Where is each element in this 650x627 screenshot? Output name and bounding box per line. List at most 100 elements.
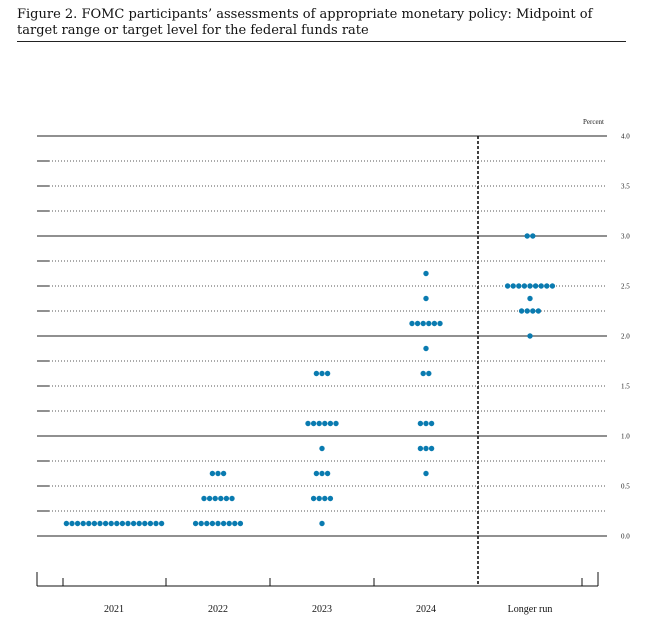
- participant-dot: [428, 420, 435, 427]
- x-tick-label: Longer run: [508, 604, 553, 615]
- participant-dot: [527, 333, 533, 339]
- participant-dot: [527, 283, 533, 289]
- participant-dot: [521, 283, 528, 289]
- participant-dot: [215, 520, 221, 527]
- participant-dot: [516, 283, 522, 289]
- participant-dot: [423, 445, 429, 452]
- x-tick-label: 2023: [312, 604, 332, 615]
- participant-dot: [313, 370, 320, 377]
- participant-dot: [322, 420, 328, 427]
- y-tick-label: 3.0: [621, 233, 630, 241]
- participant-dot: [91, 520, 98, 527]
- y-tick-label: 0.0: [621, 533, 630, 541]
- participant-dot: [313, 470, 320, 477]
- participant-dot: [204, 520, 210, 527]
- participant-dot: [327, 420, 334, 427]
- participant-dot: [316, 495, 322, 502]
- caption-divider: [17, 41, 626, 42]
- participant-dot: [538, 283, 544, 289]
- participant-dot: [69, 520, 75, 527]
- participant-dot: [327, 495, 334, 502]
- participant-dot: [518, 308, 525, 314]
- participant-dot: [198, 520, 204, 527]
- figure-caption: Figure 2. FOMC participants’ assessments…: [17, 7, 593, 38]
- participant-dot: [409, 320, 415, 327]
- participant-dot: [423, 470, 429, 477]
- participant-dot: [417, 420, 424, 427]
- participant-dot: [423, 295, 429, 302]
- participant-dot: [206, 495, 213, 502]
- x-axis-tick-labels: 2021 2022 2023 2024 Longer run: [104, 604, 552, 615]
- y-axis-tick-labels: 4.0 3.5 3.0 2.5 2.0 1.5 1.0 0.5 0.0: [621, 133, 630, 541]
- participant-dot: [119, 520, 126, 527]
- participant-dot: [319, 520, 325, 527]
- participant-dot: [426, 370, 432, 377]
- participant-dot: [535, 308, 542, 314]
- participant-dot: [423, 345, 429, 352]
- participant-dot: [324, 470, 331, 477]
- participant-dot: [544, 283, 550, 289]
- participant-dot: [74, 520, 81, 527]
- participant-dot: [125, 520, 131, 527]
- participant-dot: [420, 370, 426, 377]
- participant-dots: [63, 233, 556, 527]
- participant-dot: [229, 495, 235, 502]
- y-tick-label: 1.0: [621, 433, 630, 441]
- participant-dot: [209, 470, 216, 477]
- participant-dot: [192, 520, 199, 527]
- participant-dot: [504, 283, 511, 289]
- x-tick-label: 2022: [208, 604, 228, 615]
- participant-dot: [431, 320, 438, 327]
- participant-dot: [423, 270, 429, 277]
- participant-dot: [420, 320, 426, 327]
- participant-dot: [201, 495, 207, 502]
- participant-dot: [333, 420, 339, 427]
- participant-dot: [108, 520, 114, 527]
- participant-dot: [86, 520, 92, 527]
- participant-dot: [324, 370, 331, 377]
- participant-dot: [80, 520, 86, 527]
- participant-dot: [426, 320, 432, 327]
- participant-dot: [532, 283, 539, 289]
- participant-dot: [319, 470, 325, 477]
- participant-dot: [232, 520, 238, 527]
- participant-dot: [414, 320, 421, 327]
- participant-dot: [237, 520, 244, 527]
- participant-dot: [220, 520, 227, 527]
- participant-dot: [437, 320, 443, 327]
- participant-dot: [527, 295, 533, 302]
- participant-dot: [130, 520, 137, 527]
- participant-dot: [114, 520, 120, 527]
- y-tick-label: 3.5: [621, 183, 630, 191]
- participant-dot: [319, 370, 325, 377]
- participant-dot: [423, 420, 429, 427]
- participant-dot: [136, 520, 142, 527]
- y-tick-label: 1.5: [621, 383, 630, 391]
- participant-dot: [223, 495, 230, 502]
- participant-dot: [310, 495, 317, 502]
- participant-dot: [63, 520, 70, 527]
- participant-dot: [524, 308, 530, 314]
- participant-dot: [316, 420, 322, 427]
- participant-dot: [310, 420, 317, 427]
- y-tick-label: 4.0: [621, 133, 630, 141]
- participant-dot: [322, 495, 328, 502]
- participant-dot: [220, 470, 227, 477]
- participant-dot: [142, 520, 148, 527]
- participant-dot: [102, 520, 109, 527]
- participant-dot: [153, 520, 159, 527]
- participant-dot: [524, 233, 530, 239]
- participant-dot: [319, 445, 325, 452]
- participant-dot: [530, 308, 536, 314]
- participant-dot: [147, 520, 154, 527]
- participant-dot: [209, 520, 216, 527]
- participant-dot: [97, 520, 103, 527]
- y-tick-label: 0.5: [621, 483, 630, 491]
- x-tick-label: 2021: [104, 604, 124, 615]
- x-tick-label: 2024: [416, 604, 436, 615]
- participant-dot: [305, 420, 311, 427]
- participant-dot: [158, 520, 165, 527]
- participant-dot: [530, 233, 536, 239]
- participant-dot: [510, 283, 516, 289]
